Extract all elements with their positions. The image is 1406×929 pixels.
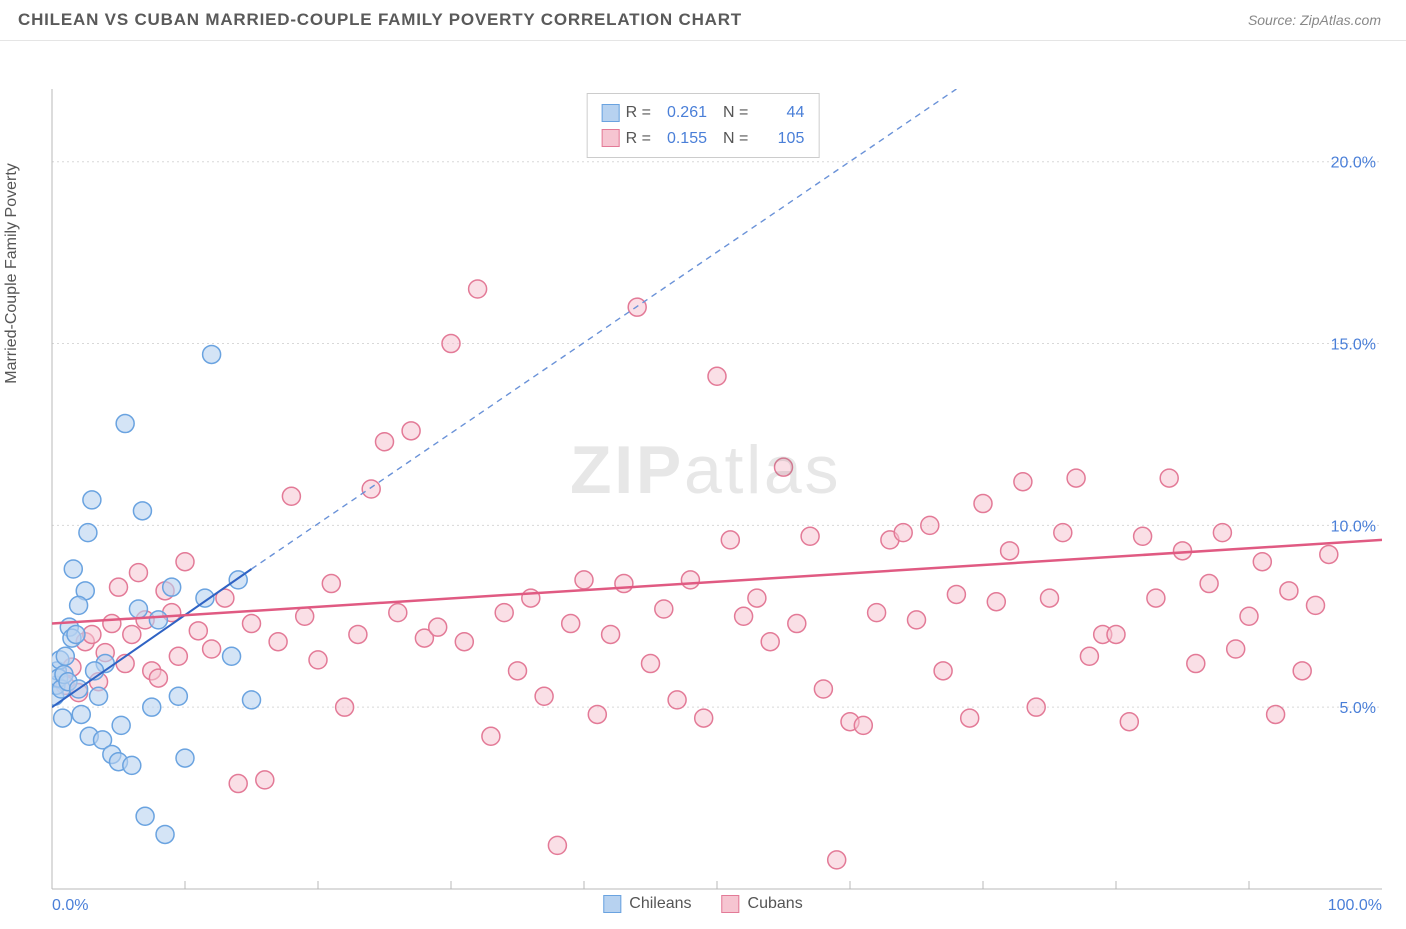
svg-text:5.0%: 5.0%	[1340, 700, 1376, 717]
x-axis-min: 0.0%	[52, 897, 88, 915]
svg-text:10.0%: 10.0%	[1331, 518, 1376, 535]
legend-item-cubans: Cubans	[722, 895, 803, 913]
swatch-b-chileans	[603, 895, 621, 913]
y-axis-label: Married-Couple Family Poverty	[3, 163, 21, 384]
r-label-1: R =	[626, 126, 651, 152]
correlation-legend: R = 0.261 N = 44 R = 0.155 N = 105	[587, 93, 820, 158]
svg-text:15.0%: 15.0%	[1331, 337, 1376, 354]
n-label-1: N =	[723, 126, 748, 152]
swatch-cubans	[602, 129, 620, 147]
x-axis-max: 100.0%	[1328, 897, 1382, 915]
svg-text:20.0%: 20.0%	[1331, 155, 1376, 172]
legend-label-0: Chileans	[629, 895, 691, 913]
chart-header: CHILEAN VS CUBAN MARRIED-COUPLE FAMILY P…	[0, 0, 1406, 41]
n-label-0: N =	[723, 100, 748, 126]
r-value-1: 0.155	[657, 126, 707, 152]
chart-title: CHILEAN VS CUBAN MARRIED-COUPLE FAMILY P…	[18, 10, 742, 30]
swatch-b-cubans	[722, 895, 740, 913]
corr-row-cubans: R = 0.155 N = 105	[602, 126, 805, 152]
n-value-0: 44	[754, 100, 804, 126]
swatch-chileans	[602, 104, 620, 122]
plot-area: Married-Couple Family Poverty 5.0% 10.0% 1…	[0, 41, 1406, 929]
series-legend: Chileans Cubans	[603, 895, 802, 913]
chart-source: Source: ZipAtlas.com	[1248, 12, 1381, 28]
r-value-0: 0.261	[657, 100, 707, 126]
legend-label-1: Cubans	[748, 895, 803, 913]
scatter-svg: 5.0% 10.0% 15.0% 20.0%	[0, 41, 1382, 893]
r-label-0: R =	[626, 100, 651, 126]
corr-row-chileans: R = 0.261 N = 44	[602, 100, 805, 126]
legend-item-chileans: Chileans	[603, 895, 691, 913]
n-value-1: 105	[754, 126, 804, 152]
